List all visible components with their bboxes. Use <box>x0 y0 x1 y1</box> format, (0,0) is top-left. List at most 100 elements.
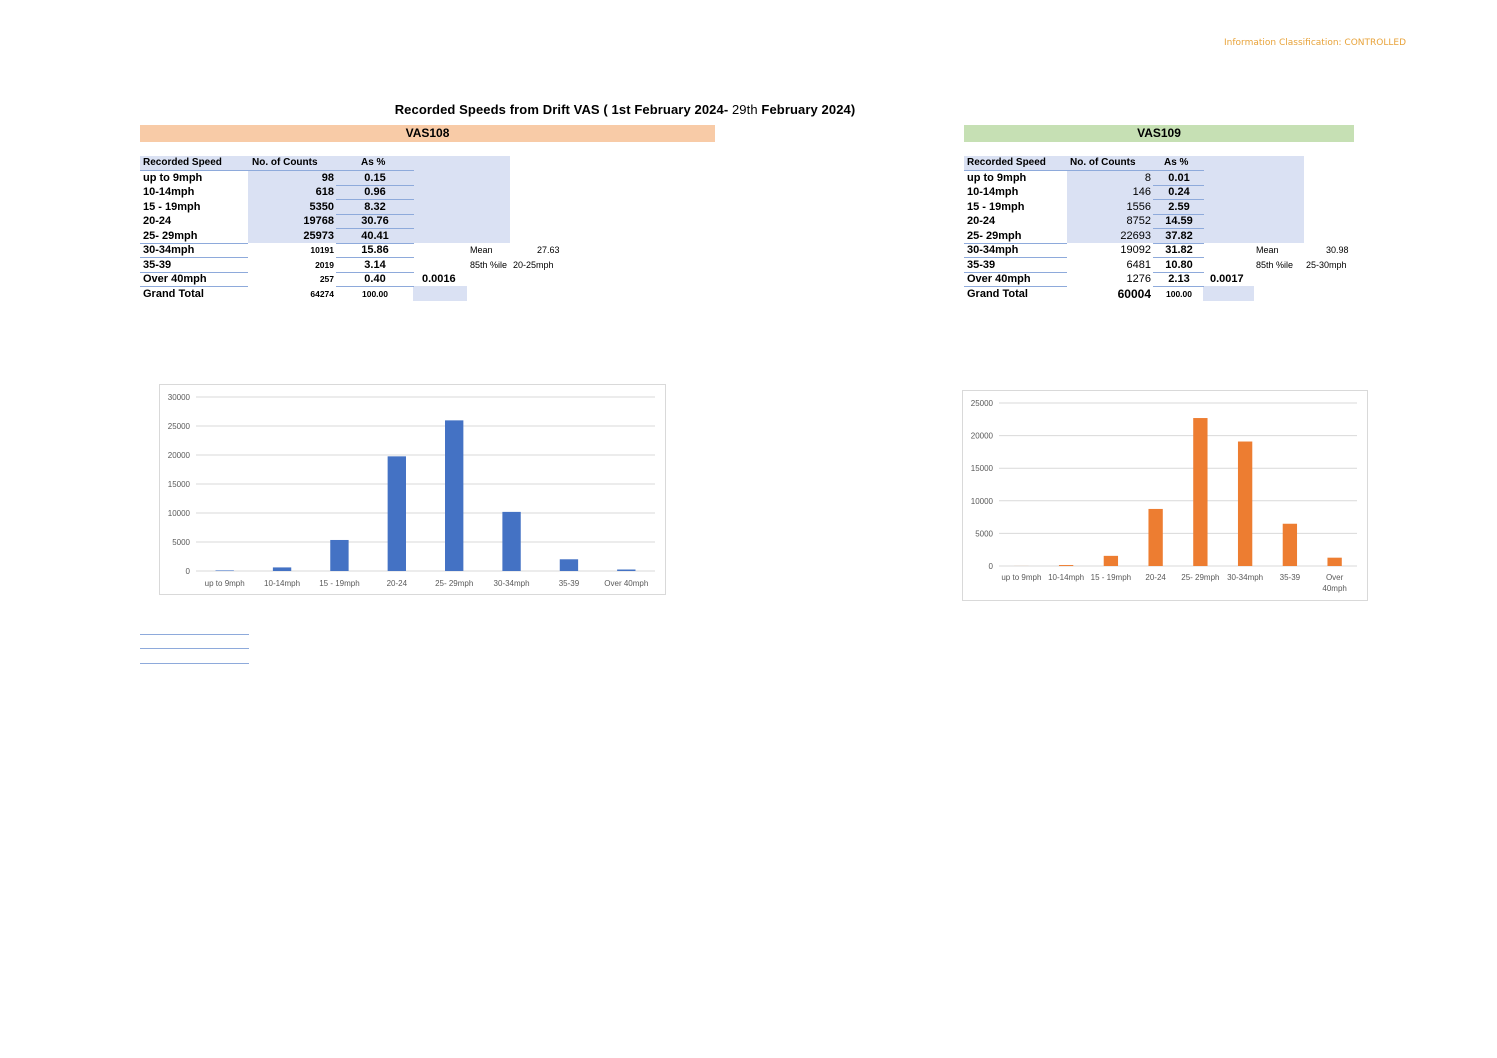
x-tick-label: 25- 29mph <box>435 579 473 588</box>
title-part-1: Recorded Speeds from Drift VAS ( 1st Feb… <box>394 102 729 117</box>
speed-band-label: 25- 29mph <box>967 229 1022 242</box>
grand-total-count: 64274 <box>310 288 334 299</box>
table-row: Over 40mph 1276 2.13 0.0017 <box>964 272 1384 287</box>
table-row: 15 - 19mph 5350 8.32 <box>140 200 560 215</box>
pct-value: 37.82 <box>1165 229 1193 242</box>
pct-value: 0.40 <box>364 273 386 285</box>
y-tick-label: 5000 <box>172 538 190 547</box>
pct-value: 8.32 <box>364 200 386 213</box>
count-value: 1556 <box>1126 200 1151 213</box>
speed-band-label: 30-34mph <box>967 244 1019 256</box>
vas108-header-pct: As % <box>361 157 386 168</box>
grand-total-pct: 100.00 <box>1166 288 1192 299</box>
x-tick-label: 30-34mph <box>1227 573 1263 582</box>
count-value: 22693 <box>1120 229 1151 242</box>
bar <box>1058 565 1074 566</box>
count-value: 1276 <box>1126 273 1151 285</box>
x-tick-label: up to 9mph <box>205 579 245 588</box>
pct-value: 10.80 <box>1165 258 1193 271</box>
vas108-percentile-label: 85th %ile <box>470 260 508 270</box>
x-tick-label: 25- 29mph <box>1181 573 1219 582</box>
x-tick-label: 15 - 19mph <box>1091 573 1131 582</box>
count-value: 98 <box>321 171 334 184</box>
bar <box>559 559 579 571</box>
y-tick-label: 10000 <box>168 509 191 518</box>
y-tick-label: 20000 <box>168 451 191 460</box>
vas108-header-row: Recorded Speed No. of Counts As % <box>140 156 560 171</box>
bar <box>330 539 349 571</box>
vas109-header-row: Recorded Speed No. of Counts As % <box>964 156 1384 171</box>
count-value: 6481 <box>1126 258 1151 271</box>
vas109-mean-label: Mean <box>1256 245 1279 255</box>
x-tick-label: 10-14mph <box>264 579 300 588</box>
x-tick-label: Over 40mph <box>604 579 648 588</box>
table-row: 30-34mph 10191 15.86 <box>140 243 560 258</box>
count-value: 10191 <box>310 245 334 255</box>
table-row: 20-24 8752 14.59 <box>964 214 1384 229</box>
x-tick-label: 10-14mph <box>1048 573 1084 582</box>
page-title: Recorded Speeds from Drift VAS ( 1st Feb… <box>300 102 950 117</box>
vas109-header-band: VAS109 <box>964 125 1354 142</box>
table-row: 15 - 19mph 1556 2.59 <box>964 200 1384 215</box>
vas109-table: Recorded Speed No. of Counts As % up to … <box>964 156 1364 306</box>
pct-value: 2.13 <box>1168 273 1190 285</box>
proportion-value: 0.0016 <box>422 273 456 285</box>
table-row: 35-39 2019 3.14 <box>140 258 560 273</box>
x-tick-label: 30-34mph <box>494 579 530 588</box>
speed-band-label: 35-39 <box>143 258 172 271</box>
bar <box>502 511 521 571</box>
speed-band-label: 10-14mph <box>143 186 195 198</box>
vas108-chart: 0 5000 10000 15000 20000 25000 30000 up to 9mph… <box>159 384 666 595</box>
speed-band-label: 20-24 <box>143 215 172 227</box>
bar <box>1237 441 1253 566</box>
vas108-mean-value: 27.63 <box>537 245 560 255</box>
divider-line <box>140 663 249 664</box>
vas108-header-band: VAS108 <box>140 125 715 142</box>
pct-value: 15.86 <box>361 244 389 256</box>
table-row: Grand Total 64274 100.00 <box>140 287 560 302</box>
vas108-mean-label: Mean <box>470 245 493 255</box>
x-tick-label: 35-39 <box>559 579 580 588</box>
speed-band-label: 20-24 <box>967 215 996 227</box>
speed-band-label: 15 - 19mph <box>967 200 1025 213</box>
vas108-bar-chart: 0 5000 10000 15000 20000 25000 30000 up to 9mph… <box>168 393 655 588</box>
bar <box>387 456 406 571</box>
y-tick-label: 15000 <box>971 464 994 473</box>
x-tick-label: 35-39 <box>1280 573 1301 582</box>
grand-total-label: Grand Total <box>143 287 204 300</box>
table-row: 10-14mph 618 0.96 <box>140 185 560 200</box>
table-row: 25- 29mph 22693 37.82 <box>964 229 1384 244</box>
table-row: Grand Total 60004 100.00 <box>964 287 1384 302</box>
table-row: 20-24 19768 30.76 <box>140 214 560 229</box>
bar <box>215 570 234 571</box>
vas109-header-counts: No. of Counts <box>1070 157 1136 168</box>
bar <box>1282 523 1298 566</box>
count-value: 257 <box>319 274 334 284</box>
grand-total-label: Grand Total <box>967 287 1028 300</box>
divider-line <box>140 648 249 649</box>
vas109-header-speed: Recorded Speed <box>967 157 1046 168</box>
pct-value: 14.59 <box>1165 215 1193 227</box>
x-tick-label: Over 40mph <box>1322 573 1346 593</box>
count-value: 25973 <box>303 229 334 242</box>
pct-value: 40.41 <box>361 229 389 242</box>
grand-total-count: 60004 <box>1117 286 1151 301</box>
bar <box>272 567 292 571</box>
bar <box>1327 557 1342 566</box>
y-tick-label: 25000 <box>971 399 994 408</box>
y-tick-label: 20000 <box>971 432 994 441</box>
bar <box>445 420 464 571</box>
y-tick-label: 0 <box>186 567 191 576</box>
title-part-2: 29th <box>728 102 762 117</box>
x-tick-label: 15 - 19mph <box>319 579 359 588</box>
vas108-table: Recorded Speed No. of Counts As % up to … <box>140 156 580 306</box>
vas109-chart: 0 5000 10000 15000 20000 25000 up to 9mph 10-14… <box>962 390 1368 601</box>
y-tick-label: 0 <box>989 562 994 571</box>
vas109-bar-chart: 0 5000 10000 15000 20000 25000 up to 9mph 10-14… <box>971 399 1357 593</box>
divider-line <box>140 634 249 635</box>
count-value: 5350 <box>309 200 334 213</box>
pct-value: 0.96 <box>364 186 386 198</box>
table-row: 10-14mph 146 0.24 <box>964 185 1384 200</box>
vas109-header-pct: As % <box>1164 157 1189 168</box>
count-value: 19092 <box>1120 244 1151 256</box>
